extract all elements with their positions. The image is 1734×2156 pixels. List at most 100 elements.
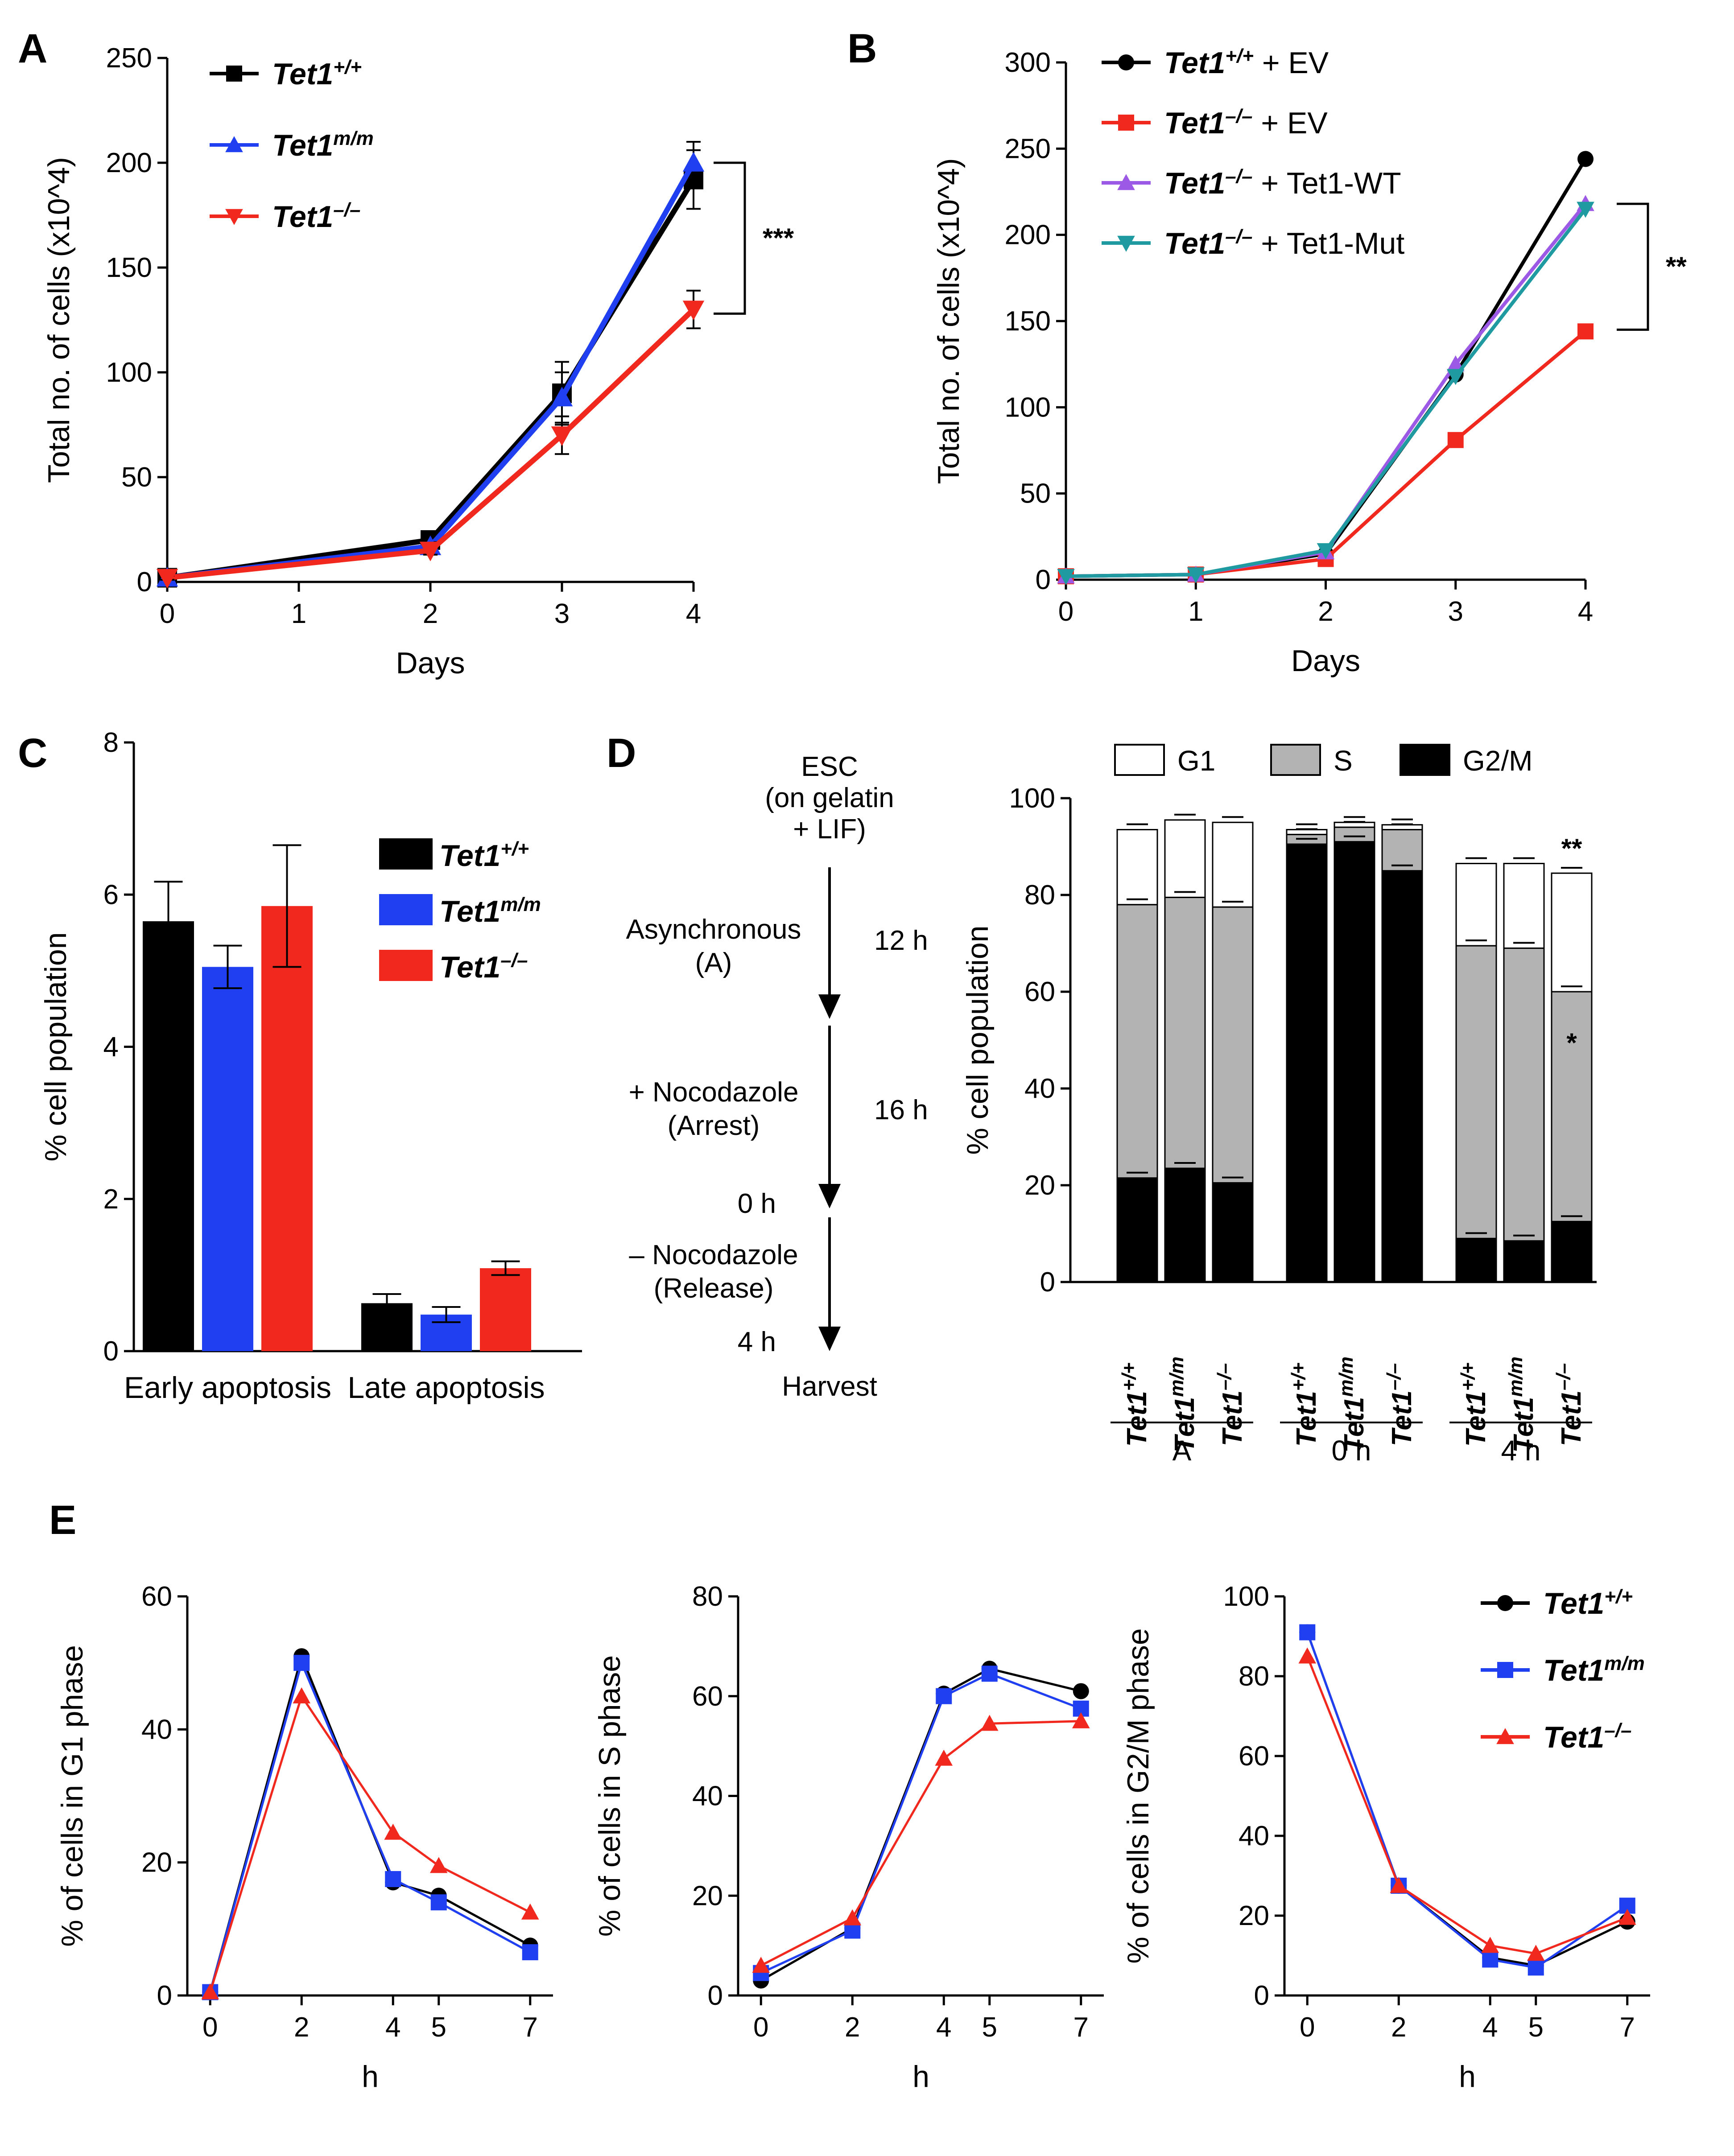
e3-point-2 (1481, 1937, 1499, 1953)
b-legend-label-0-base: Tet1 (1164, 46, 1225, 80)
a-point-2 (551, 426, 573, 446)
diagram-minus-nocodazole: – Nocodazole (629, 1240, 798, 1270)
c-y-axis-label: % cell population (39, 932, 73, 1161)
b-point-3 (1577, 202, 1594, 218)
d-bar-label-0-base: Tet1 (1122, 1391, 1152, 1447)
e-legend-marker-2 (1496, 1728, 1514, 1744)
diagram-gelatin: (on gelatin (765, 783, 894, 813)
b-series-line-1 (1065, 330, 1587, 578)
d-bar-label-4-base: Tet1 (1339, 1397, 1370, 1453)
d-bar-g1-3 (1286, 829, 1328, 835)
d-bar-s-5 (1381, 829, 1423, 872)
e3-series-line-2 (1306, 1656, 1628, 1955)
a-x-axis-label: Days (396, 646, 465, 680)
d-bar-s-1 (1164, 896, 1206, 1169)
b-legend-label-0: Tet1+/+ + EV (1164, 45, 1329, 80)
d-bar-g1-2 (1212, 821, 1254, 908)
e2-series-line-0 (760, 1667, 1082, 1982)
a-y-tick-label: 150 (106, 252, 152, 283)
e3-y-tick-label: 80 (1239, 1661, 1269, 1692)
b-x-tick-label: 2 (1318, 596, 1333, 627)
e-legend-marker-0 (1497, 1595, 1513, 1611)
b-y-axis-label: Total no. of cells (x10^4) (932, 158, 966, 484)
protocol-diagram: ESC (on gelatin + LIF) Asynchronous (A) … (626, 751, 928, 1402)
d-bar-label-6-sup: +/+ (1457, 1363, 1479, 1391)
b-point-3 (1317, 543, 1335, 560)
a-legend-label-0-sup: +/+ (333, 56, 362, 78)
b-y-tick-label: 300 (1005, 47, 1051, 78)
diagram-lif: + LIF) (793, 814, 866, 845)
c-legend-label-2-sup: –/– (500, 949, 528, 971)
e1-y-tick-label: 40 (141, 1714, 172, 1745)
c-y-tick-label: 6 (103, 879, 119, 910)
d-bar-g2m-0 (1116, 1177, 1158, 1283)
a-x-tick-label: 0 (160, 598, 175, 629)
e-legend-label-1-base: Tet1 (1543, 1653, 1604, 1687)
diagram-nocodazole: + Nocodazole (629, 1077, 799, 1108)
diagram-0h: 0 h (738, 1188, 776, 1219)
e-legend-label-1: Tet1m/m (1543, 1653, 1645, 1687)
e3-y-tick-label: 100 (1223, 1581, 1269, 1612)
d-y-axis-label: % cell population (961, 925, 995, 1154)
diagram-arrest: (Arrest) (668, 1110, 760, 1141)
b-legend-label-1-base: Tet1 (1164, 106, 1225, 140)
panel-d: D ESC (on gelatin + LIF) Asynchronous (A… (607, 730, 1597, 1467)
e1-point-2 (521, 1903, 539, 1920)
e2-point-1 (981, 1665, 998, 1682)
d-legend-label-2: G2/M (1463, 745, 1532, 777)
diagram-16h: 16 h (874, 1095, 928, 1125)
b-point-3 (1446, 369, 1465, 385)
e1-point-1 (522, 1944, 538, 1961)
e2-y-axis-label: % of cells in S phase (593, 1655, 627, 1937)
e3-point-1 (1528, 1959, 1544, 1976)
e1-x-axis-label: h (362, 2060, 379, 2094)
d-bar-label-2-sup: –/– (1214, 1363, 1235, 1390)
e3-y-tick-label: 0 (1254, 1980, 1269, 2011)
diagram-async: Asynchronous (626, 914, 801, 945)
d-group-label-0: A (1173, 1435, 1192, 1467)
e1-point-1 (385, 1871, 401, 1887)
e-legend-label-2-base: Tet1 (1543, 1720, 1604, 1754)
c-bar-0-2 (261, 906, 313, 1351)
c-category-label: Early apoptosis (124, 1371, 331, 1405)
d-bar-label-1-base: Tet1 (1169, 1397, 1200, 1453)
d-bar-g1-0 (1116, 829, 1158, 906)
c-legend-label-0: Tet1+/+ (439, 838, 529, 873)
a-x-tick-label: 1 (291, 598, 306, 629)
d-bar-g2m-6 (1455, 1237, 1497, 1283)
b-series-line-0 (1065, 158, 1587, 578)
diagram-12h: 12 h (874, 925, 928, 956)
d-bar-s-8 (1551, 991, 1593, 1222)
a-y-tick-label: 0 (137, 567, 152, 598)
d-bar-label-2-base: Tet1 (1217, 1390, 1248, 1446)
a-y-tick-label: 200 (106, 148, 152, 178)
e2-point-2 (843, 1909, 862, 1925)
c-category-label: Late apoptosis (347, 1371, 545, 1405)
panel-label-e: E (49, 1497, 76, 1543)
a-legend-marker-1 (225, 136, 243, 153)
e3-x-tick-label: 0 (1300, 2012, 1315, 2043)
d-bar-s-2 (1212, 906, 1254, 1184)
e2-point-2 (980, 1715, 999, 1731)
b-y-tick-label: 0 (1036, 565, 1051, 595)
d-bar-s-0 (1116, 904, 1158, 1179)
d-bar-g1-7 (1503, 862, 1545, 949)
panel-label-a: A (18, 26, 47, 71)
d-y-tick-label: 0 (1040, 1267, 1055, 1298)
a-legend-marker-2 (225, 209, 243, 225)
e1-y-axis-label: % of cells in G1 phase (55, 1645, 89, 1947)
b-x-tick-label: 3 (1448, 596, 1463, 627)
b-legend-label-1-suffix: + EV (1252, 106, 1328, 140)
a-legend-label-1-sup: m/m (333, 128, 373, 149)
a-y-tick-label: 50 (121, 462, 152, 493)
a-legend-label-1: Tet1m/m (272, 128, 374, 162)
diagram-release: (Release) (654, 1273, 774, 1304)
c-y-tick-label: 0 (103, 1336, 119, 1367)
a-legend-label-2: Tet1–/– (272, 199, 360, 234)
e1-x-tick-label: 0 (202, 2012, 218, 2043)
b-x-tick-label: 4 (1578, 596, 1593, 627)
b-legend-label-2: Tet1–/– + Tet1-WT (1164, 165, 1401, 200)
a-x-tick-label: 2 (423, 598, 438, 629)
